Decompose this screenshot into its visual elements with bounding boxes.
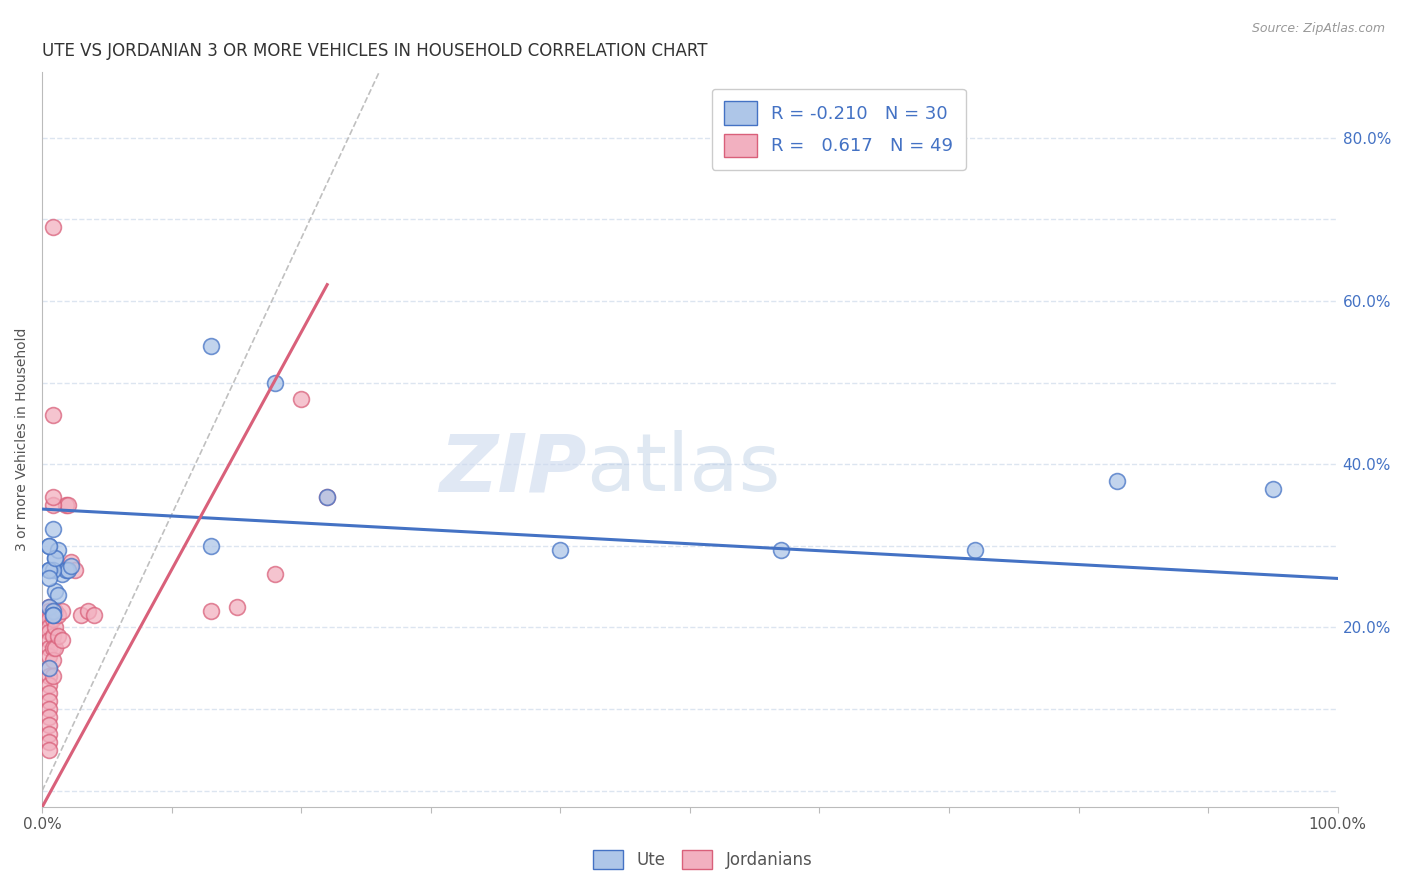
- Point: [38, 624, 60, 639]
- Point: [200, 604, 222, 618]
- Point: [70, 608, 93, 623]
- Point: [38, 718, 60, 732]
- Point: [200, 339, 222, 353]
- Point: [41, 629, 63, 643]
- Point: [46, 629, 69, 643]
- Point: [38, 686, 60, 700]
- Point: [225, 600, 247, 615]
- Point: [316, 490, 339, 504]
- Point: [1107, 474, 1129, 488]
- Point: [59, 559, 82, 574]
- Point: [41, 669, 63, 683]
- Point: [38, 677, 60, 691]
- Text: atlas: atlas: [586, 430, 780, 508]
- Point: [38, 571, 60, 585]
- Legend: R = -0.210   N = 30, R =   0.617   N = 49: R = -0.210 N = 30, R = 0.617 N = 49: [711, 89, 966, 169]
- Point: [41, 220, 63, 235]
- Point: [55, 498, 77, 512]
- Text: UTE VS JORDANIAN 3 OR MORE VEHICLES IN HOUSEHOLD CORRELATION CHART: UTE VS JORDANIAN 3 OR MORE VEHICLES IN H…: [42, 42, 707, 60]
- Point: [41, 608, 63, 623]
- Point: [38, 539, 60, 553]
- Point: [41, 653, 63, 667]
- Point: [46, 542, 69, 557]
- Point: [55, 563, 77, 577]
- Point: [38, 632, 60, 647]
- Legend: Ute, Jordanians: Ute, Jordanians: [583, 840, 823, 880]
- Point: [38, 620, 60, 634]
- Point: [38, 648, 60, 663]
- Point: [38, 563, 60, 577]
- Point: [1261, 482, 1284, 496]
- Point: [963, 542, 986, 557]
- Point: [44, 551, 66, 566]
- Point: [38, 608, 60, 623]
- Y-axis label: 3 or more Vehicles in Household: 3 or more Vehicles in Household: [15, 328, 30, 551]
- Point: [44, 551, 66, 566]
- Point: [41, 612, 63, 626]
- Point: [38, 661, 60, 675]
- Point: [44, 620, 66, 634]
- Point: [38, 734, 60, 748]
- Point: [38, 539, 60, 553]
- Point: [38, 694, 60, 708]
- Point: [41, 490, 63, 504]
- Point: [38, 640, 60, 655]
- Point: [46, 588, 69, 602]
- Point: [38, 661, 60, 675]
- Point: [83, 608, 105, 623]
- Point: [56, 563, 79, 577]
- Point: [550, 542, 572, 557]
- Point: [316, 490, 339, 504]
- Point: [41, 640, 63, 655]
- Point: [264, 376, 287, 390]
- Point: [63, 563, 86, 577]
- Point: [38, 710, 60, 724]
- Point: [264, 567, 287, 582]
- Point: [41, 604, 63, 618]
- Point: [38, 600, 60, 615]
- Point: [38, 726, 60, 740]
- Point: [44, 604, 66, 618]
- Point: [38, 563, 60, 577]
- Point: [38, 604, 60, 618]
- Point: [41, 563, 63, 577]
- Text: ZIP: ZIP: [439, 430, 586, 508]
- Point: [200, 539, 222, 553]
- Point: [51, 604, 73, 618]
- Point: [290, 392, 312, 406]
- Point: [41, 608, 63, 623]
- Point: [56, 498, 79, 512]
- Point: [38, 600, 60, 615]
- Point: [38, 743, 60, 757]
- Point: [41, 498, 63, 512]
- Point: [46, 608, 69, 623]
- Point: [44, 640, 66, 655]
- Point: [769, 542, 792, 557]
- Point: [51, 567, 73, 582]
- Point: [41, 604, 63, 618]
- Point: [59, 555, 82, 569]
- Point: [41, 523, 63, 537]
- Point: [38, 669, 60, 683]
- Point: [51, 632, 73, 647]
- Point: [76, 604, 98, 618]
- Point: [44, 583, 66, 598]
- Point: [38, 702, 60, 716]
- Text: Source: ZipAtlas.com: Source: ZipAtlas.com: [1251, 22, 1385, 36]
- Point: [38, 612, 60, 626]
- Point: [41, 408, 63, 422]
